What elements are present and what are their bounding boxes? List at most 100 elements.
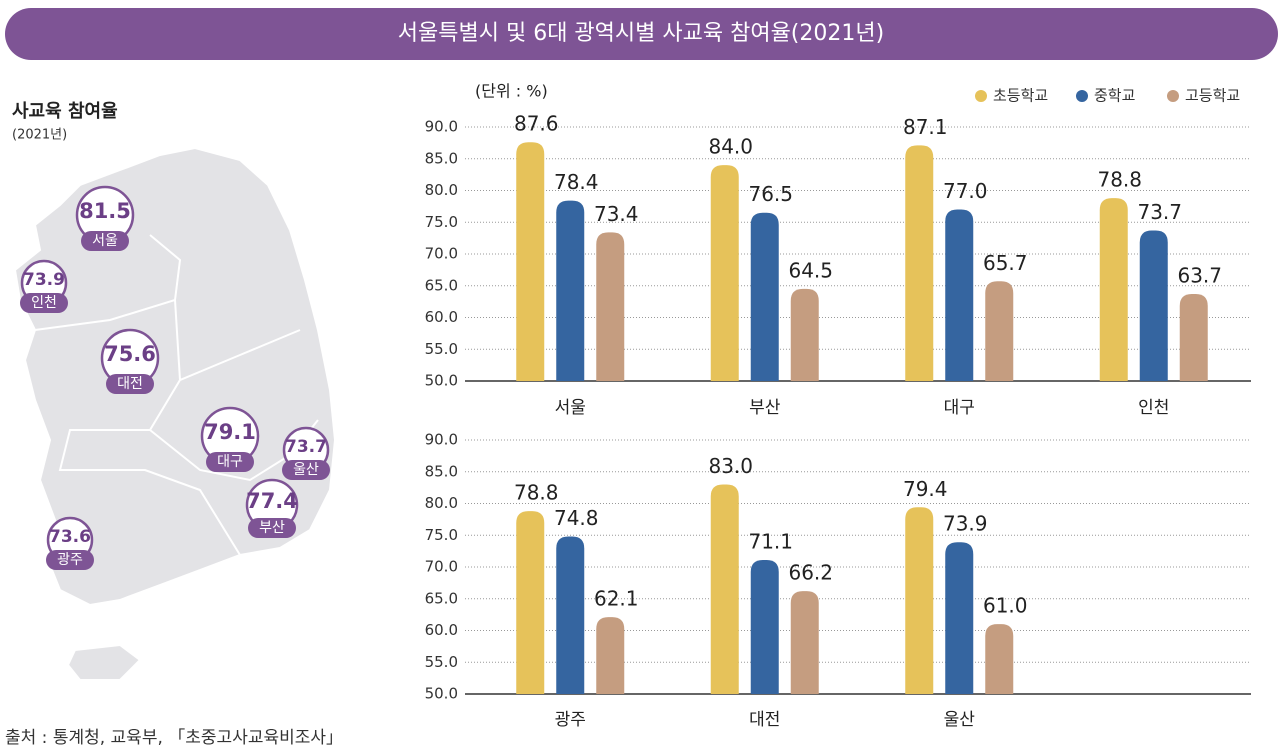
region-pill [282,460,330,480]
y-tick-label: 85.0 [425,149,458,167]
y-tick-label: 55.0 [425,340,458,358]
region-value: 77.4 [246,489,298,513]
value-label: 78.8 [514,481,559,505]
legend-label: 고등학교 [1185,87,1240,105]
value-label: 74.8 [554,506,599,530]
region-name: 인천 [31,295,57,311]
legend-swatch [1076,90,1088,102]
region-name: 울산 [293,462,319,478]
bar [750,212,779,381]
value-label: 76.5 [748,182,793,206]
x-tick-label: 인천 [1138,398,1169,418]
legend-label: 초등학교 [993,87,1048,105]
region-pill [46,550,94,570]
bar [945,542,974,694]
value-label: 73.9 [943,512,988,536]
x-tick-label: 대구 [944,398,975,418]
bar [985,281,1014,381]
x-tick-label: 부산 [749,398,781,418]
y-tick-label: 55.0 [425,653,458,671]
y-tick-label: 50.0 [425,372,458,390]
bar [985,624,1014,694]
y-tick-label: 90.0 [425,431,458,449]
region-value: 73.6 [49,527,91,547]
value-label: 71.1 [748,530,793,554]
region-name: 광주 [57,552,83,568]
value-label: 73.7 [1137,200,1182,224]
region-value: 79.1 [204,420,256,444]
map-borders [34,234,319,556]
x-tick-label: 서울 [555,398,586,418]
region-name: 대구 [217,454,243,470]
bar [1139,230,1168,381]
bar [710,165,739,381]
y-tick-label: 65.0 [425,589,458,607]
bar [596,232,625,381]
y-tick-label: 80.0 [425,181,458,199]
bar [945,209,974,381]
value-label: 66.2 [788,561,833,585]
region-pill [106,374,154,394]
region-pill [206,452,254,472]
y-tick-label: 60.0 [425,621,458,639]
header-title: 서울특별시 및 6대 광역시별 사교육 참여율(2021년) [398,21,884,46]
region-name: 서울 [92,233,118,249]
y-tick-label: 75.0 [425,526,458,544]
region-pill [81,231,129,251]
value-label: 65.7 [983,251,1028,275]
y-tick-label: 80.0 [425,494,458,512]
region-pill [20,293,68,313]
y-tick-label: 70.0 [425,245,458,263]
value-label: 64.5 [788,258,833,282]
map-title: 사교육 참여율 [12,101,118,122]
y-tick-label: 70.0 [425,558,458,576]
bar [710,484,739,694]
value-label: 63.7 [1177,264,1222,288]
bar [1099,198,1128,381]
region-name: 부산 [259,520,285,536]
bar [516,142,545,381]
value-label: 87.6 [514,112,559,136]
x-tick-label: 대전 [749,710,780,730]
y-tick-label: 50.0 [425,685,458,703]
legend-swatch [1167,90,1179,102]
bar [596,617,625,694]
bar [905,145,934,381]
value-label: 84.0 [708,135,753,159]
bar [905,507,934,694]
bar [750,560,779,694]
region-value: 73.7 [285,437,327,457]
bar [1179,294,1208,381]
map-subtitle: (2021년) [12,128,67,143]
legend-swatch [975,90,987,102]
bar [556,200,585,381]
header-bar [5,8,1278,60]
bar [790,288,819,381]
region-value: 81.5 [79,199,131,223]
y-tick-label: 75.0 [425,213,458,231]
map-shape [13,146,337,681]
value-label: 78.8 [1097,168,1142,192]
bar [556,536,585,694]
legend-label: 중학교 [1094,87,1135,105]
value-label: 73.4 [594,202,639,226]
value-label: 78.4 [554,170,599,194]
y-tick-label: 60.0 [425,308,458,326]
value-label: 79.4 [903,477,948,501]
bar [790,591,819,694]
x-tick-label: 울산 [944,710,976,730]
value-label: 61.0 [983,594,1028,618]
value-label: 77.0 [943,179,988,203]
source: 출처 : 통계청, 교육부, 「초중고사교육비조사」 [5,728,343,748]
value-label: 83.0 [708,454,753,478]
unit-label: (단위 : %) [475,82,548,101]
x-tick-label: 광주 [555,710,586,730]
value-label: 62.1 [594,587,639,611]
y-tick-label: 65.0 [425,276,458,294]
region-value: 75.6 [104,342,156,366]
y-tick-label: 85.0 [425,462,458,480]
region-name: 대전 [117,376,143,392]
y-tick-label: 90.0 [425,118,458,136]
value-label: 87.1 [903,115,948,139]
